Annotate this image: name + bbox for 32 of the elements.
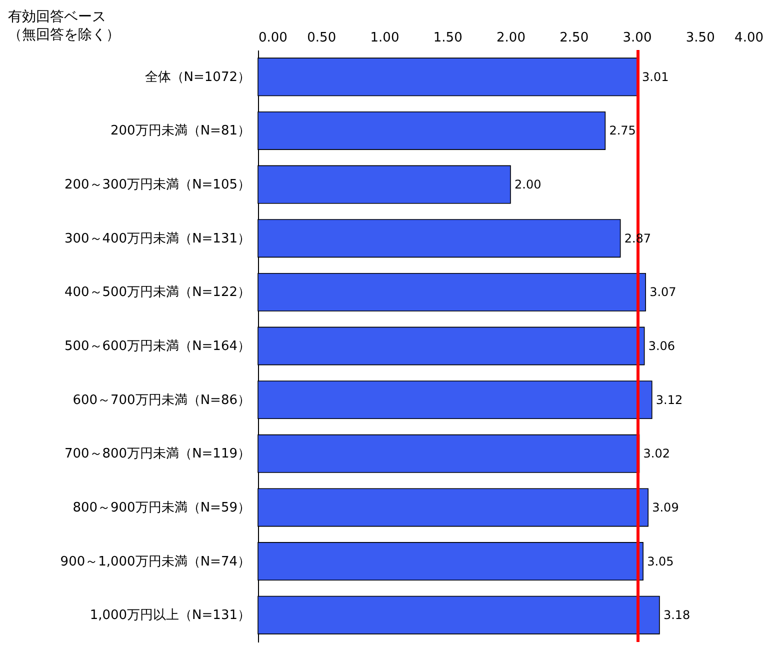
x-tick-label: 0.00 bbox=[258, 30, 288, 46]
data-label: 3.09 bbox=[652, 500, 679, 514]
y-tick-label: 800～900万円未満（N=59） bbox=[72, 500, 250, 516]
text: （無回答を除く） bbox=[8, 26, 120, 44]
x-tick-label: 0.50 bbox=[307, 30, 336, 46]
data-label: 2.75 bbox=[609, 124, 636, 138]
y-tick-label: 200万円未満（N=81） bbox=[110, 124, 250, 139]
data-label: 3.18 bbox=[663, 608, 690, 622]
x-tick-label: 1.50 bbox=[433, 30, 462, 46]
data-label: 3.06 bbox=[648, 339, 676, 353]
y-tick-label: 700～800万円未満（N=119） bbox=[64, 446, 250, 462]
x-tick-label: 1.00 bbox=[370, 30, 400, 46]
x-tick-label: 2.50 bbox=[560, 30, 589, 46]
y-tick-label: 全体（N=1072） bbox=[144, 70, 250, 85]
y-tick-label: 500～600万円未満（N=164） bbox=[64, 339, 250, 354]
y-tick-label: 200～300万円未満（N=105） bbox=[64, 178, 250, 193]
x-tick-label: 3.00 bbox=[622, 30, 652, 46]
x-tick-label: 3.50 bbox=[686, 30, 715, 46]
y-tick-label: 900～1,000万円未満（N=74） bbox=[60, 554, 250, 570]
x-tick-label: 2.00 bbox=[496, 30, 526, 46]
x-tick-label: 4.00 bbox=[734, 30, 764, 46]
y-tick-label: 300～400万円未満（N=131） bbox=[64, 231, 250, 246]
y-tick-label: 1,000万円以上（N=131） bbox=[90, 608, 250, 624]
text: 有効回答ベース bbox=[8, 8, 107, 26]
data-label: 3.05 bbox=[647, 554, 674, 568]
y-tick-label: 600～700万円未満（N=86） bbox=[72, 392, 250, 408]
data-label: 3.02 bbox=[643, 446, 670, 461]
data-label: 3.07 bbox=[650, 285, 676, 300]
y-tick-label: 400～500万円未満（N=122） bbox=[64, 285, 250, 300]
data-label: 3.12 bbox=[656, 392, 683, 407]
data-label: 2.00 bbox=[514, 178, 542, 192]
data-label: 3.01 bbox=[642, 70, 669, 84]
